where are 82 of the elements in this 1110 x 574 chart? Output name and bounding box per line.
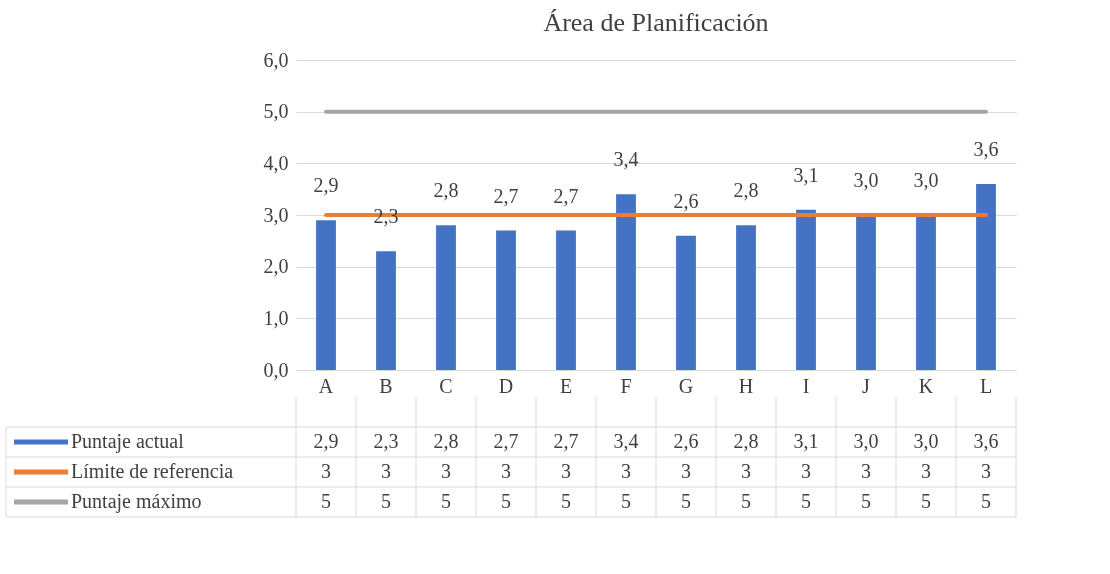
x-tick-label: J: [862, 374, 871, 397]
data-label: 5: [801, 490, 811, 512]
data-label: 3: [801, 460, 811, 482]
data-label: 5: [381, 490, 391, 512]
legend-label: Límite de referencia: [71, 460, 234, 482]
bar: [676, 235, 696, 370]
data-label: 5: [621, 490, 631, 512]
bar: [916, 215, 936, 370]
bar: [736, 225, 756, 370]
x-tick-label: G: [678, 374, 694, 397]
data-label: 5: [501, 490, 511, 512]
text: 3,1: [793, 163, 819, 186]
y-tick-label: 6,0: [263, 48, 289, 71]
text: 2,8: [733, 179, 759, 202]
text: 2,7: [493, 184, 519, 207]
legend-label: Puntaje actual: [71, 430, 185, 453]
y-tick-label: 0,0: [263, 358, 289, 381]
bar: [316, 220, 336, 370]
bar: [796, 209, 816, 370]
y-tick-label: 2,0: [263, 255, 289, 278]
data-label: 3: [381, 460, 391, 482]
bar: [976, 184, 996, 370]
data-label: 2,7: [553, 430, 579, 452]
data-label: 2,7: [493, 430, 519, 452]
y-tick-label: 3,0: [263, 203, 289, 226]
data-label: 5: [561, 490, 571, 512]
data-label: 2,6: [673, 430, 699, 452]
x-tick-label: A: [318, 374, 334, 397]
data-label: 5: [981, 490, 991, 512]
y-tick-label: 4,0: [263, 151, 289, 174]
x-tick-label: K: [918, 374, 934, 397]
x-tick-label: H: [738, 374, 754, 397]
x-tick-label: E: [559, 374, 573, 397]
bar: [376, 251, 396, 370]
text: 2,7: [553, 184, 579, 207]
data-label: 3: [321, 460, 331, 482]
data-label: 5: [741, 490, 751, 512]
x-tick-label: I: [802, 374, 810, 397]
data-label: 3: [981, 460, 991, 482]
x-tick-label: B: [379, 374, 393, 397]
bar: [856, 215, 876, 370]
text: 3,0: [853, 169, 879, 191]
bar: [556, 230, 576, 370]
data-label: 2,8: [433, 430, 459, 452]
bar: [436, 225, 456, 370]
y-tick-label: 5,0: [263, 100, 289, 123]
data-label: 3: [621, 460, 631, 482]
x-tick-label: L: [979, 374, 993, 397]
text: 2,6: [673, 189, 699, 212]
data-label: 5: [861, 490, 871, 512]
data-label: 5: [441, 490, 451, 512]
text: 2,9: [313, 174, 339, 197]
bar: [496, 230, 516, 370]
legend-label: Puntaje máximo: [71, 490, 202, 513]
data-label: 3: [681, 460, 691, 482]
x-tick-label: F: [620, 374, 632, 397]
data-label: 3: [501, 460, 511, 482]
x-tick-label: C: [439, 374, 453, 397]
text: 3,6: [973, 138, 999, 160]
data-label: 3,1: [793, 430, 819, 452]
data-label: 3,4: [613, 430, 639, 452]
data-label: 5: [321, 490, 331, 512]
text: 2,8: [433, 179, 459, 202]
text: 3,4: [613, 148, 639, 171]
data-label: 3: [861, 460, 871, 482]
data-label: 2,8: [733, 430, 759, 452]
text: 3,0: [913, 169, 939, 191]
data-label: 5: [921, 490, 931, 512]
data-label: 3: [741, 460, 751, 482]
x-tick-label: D: [498, 374, 514, 397]
bar: [616, 194, 636, 370]
data-label: 3: [921, 460, 931, 482]
data-label: 3,6: [973, 430, 999, 452]
data-label: 3: [441, 460, 451, 482]
data-label: 2,3: [373, 430, 399, 452]
data-label: 2,9: [313, 430, 339, 452]
data-label: 5: [681, 490, 691, 512]
data-label: 3,0: [853, 430, 879, 452]
chart-title: Área de Planificación: [543, 8, 769, 37]
y-tick-label: 1,0: [263, 306, 289, 329]
data-label: 3,0: [913, 430, 939, 452]
data-label: 3: [561, 460, 571, 482]
